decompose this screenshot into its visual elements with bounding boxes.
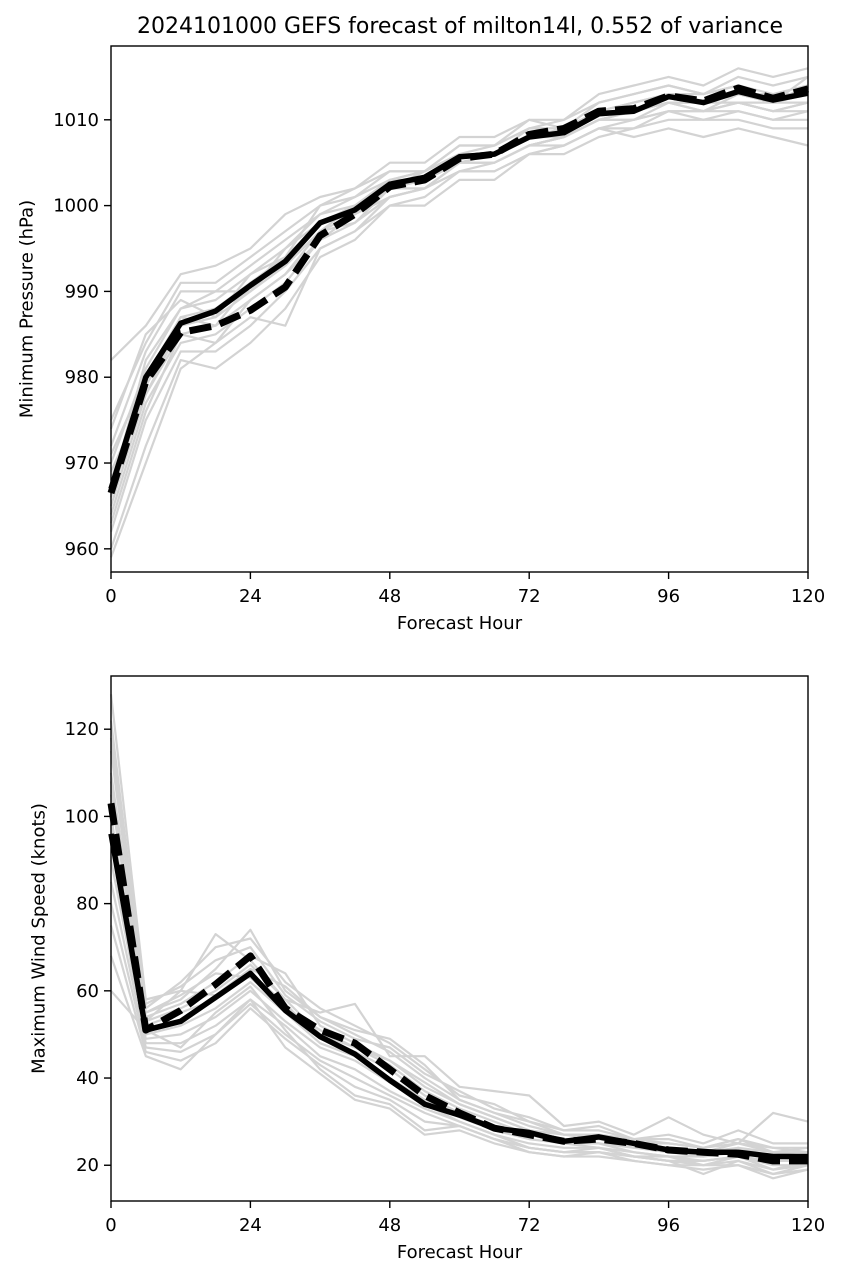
pressure-member-line-1 [110, 67, 809, 361]
wind-member-line-3 [109, 750, 808, 1149]
pressure-x-tick-label: 120 [791, 586, 825, 607]
wind-axes-frame [110, 675, 809, 1202]
pressure-x-tick-label: 0 [105, 586, 116, 607]
pressure-x-tick-label: 96 [657, 586, 680, 607]
wind-x-tick-label: 96 [657, 1215, 680, 1236]
pressure-member-line-11 [109, 76, 809, 430]
pressure-member-line-12 [109, 84, 809, 473]
pressure-y-tick-label: 980 [65, 367, 99, 388]
wind-member-line-14 [109, 737, 809, 1154]
wind-x-tick-label: 0 [105, 1215, 116, 1236]
wind-y-tick-label: 80 [76, 894, 99, 915]
wind-y-tick-label: 120 [65, 719, 99, 740]
pressure-y-tick-label: 960 [65, 539, 99, 560]
wind-y-tick-label: 40 [76, 1068, 99, 1089]
pressure-panel: 0 24 48 72 96 120 960 970 980 990 1000 1010 Foreca… [16, 45, 825, 634]
pressure-member-line-14 [109, 92, 808, 455]
wind-mean-lines [107, 802, 808, 1165]
wind-member-line-5 [109, 794, 808, 1158]
pressure-x-tick-label: 72 [518, 586, 541, 607]
wind-member-line-9 [109, 881, 809, 1171]
wind-x-axis-label: Forecast Hour [397, 1242, 523, 1263]
pressure-mean-lines [107, 84, 809, 495]
wind-y-tick-label: 60 [76, 981, 99, 1002]
wind-y-tick-label: 100 [65, 806, 99, 827]
pressure-y-tick-label: 1000 [53, 196, 99, 217]
wind-y-tick-label: 20 [76, 1155, 99, 1176]
pressure-x-ticks: 0 24 48 72 96 120 [105, 572, 825, 607]
wind-panel: 0 24 48 72 96 120 20 40 60 80 100 120 Forecast Hou… [28, 675, 825, 1263]
pressure-member-line-10 [109, 127, 809, 558]
pressure-y-tick-label: 970 [65, 453, 99, 474]
wind-member-line-11 [109, 925, 809, 1180]
chart-title: 2024101000 GEFS forecast of milton14l, 0… [137, 14, 783, 39]
pressure-y-axis-label: Minimum Pressure (hPa) [16, 200, 37, 418]
wind-member-line-2 [109, 720, 808, 1145]
pressure-x-tick-label: 24 [239, 586, 262, 607]
wind-x-tick-label: 48 [378, 1215, 401, 1236]
wind-y-ticks: 20 40 60 80 100 120 [65, 719, 111, 1176]
wind-x-tick-label: 72 [518, 1215, 541, 1236]
wind-x-ticks: 0 24 48 72 96 120 [105, 1201, 825, 1236]
wind-member-lines [109, 694, 809, 1180]
wind-dashed-mean-line [107, 802, 808, 1165]
pressure-member-line-5 [109, 92, 809, 481]
pressure-y-tick-label: 990 [65, 281, 99, 302]
wind-member-line-10 [109, 903, 809, 1176]
pressure-y-tick-label: 1010 [53, 110, 99, 131]
pressure-x-tick-label: 48 [378, 586, 401, 607]
wind-x-tick-label: 24 [239, 1215, 262, 1236]
pressure-dashed-mean-line [107, 84, 809, 495]
wind-x-tick-label: 120 [791, 1215, 825, 1236]
wind-member-line-13 [110, 985, 809, 1171]
pressure-x-axis-label: Forecast Hour [397, 613, 523, 634]
pressure-member-line-8 [109, 110, 808, 533]
pressure-axes-frame [110, 45, 809, 573]
wind-member-line-12 [109, 955, 809, 1176]
wind-member-line-1 [109, 694, 809, 1145]
pressure-y-ticks: 960 970 980 990 1000 1010 [53, 110, 111, 560]
pressure-member-line-9 [109, 118, 808, 550]
pressure-member-line-4 [109, 92, 808, 464]
wind-y-axis-label: Maximum Wind Speed (knots) [28, 803, 49, 1074]
